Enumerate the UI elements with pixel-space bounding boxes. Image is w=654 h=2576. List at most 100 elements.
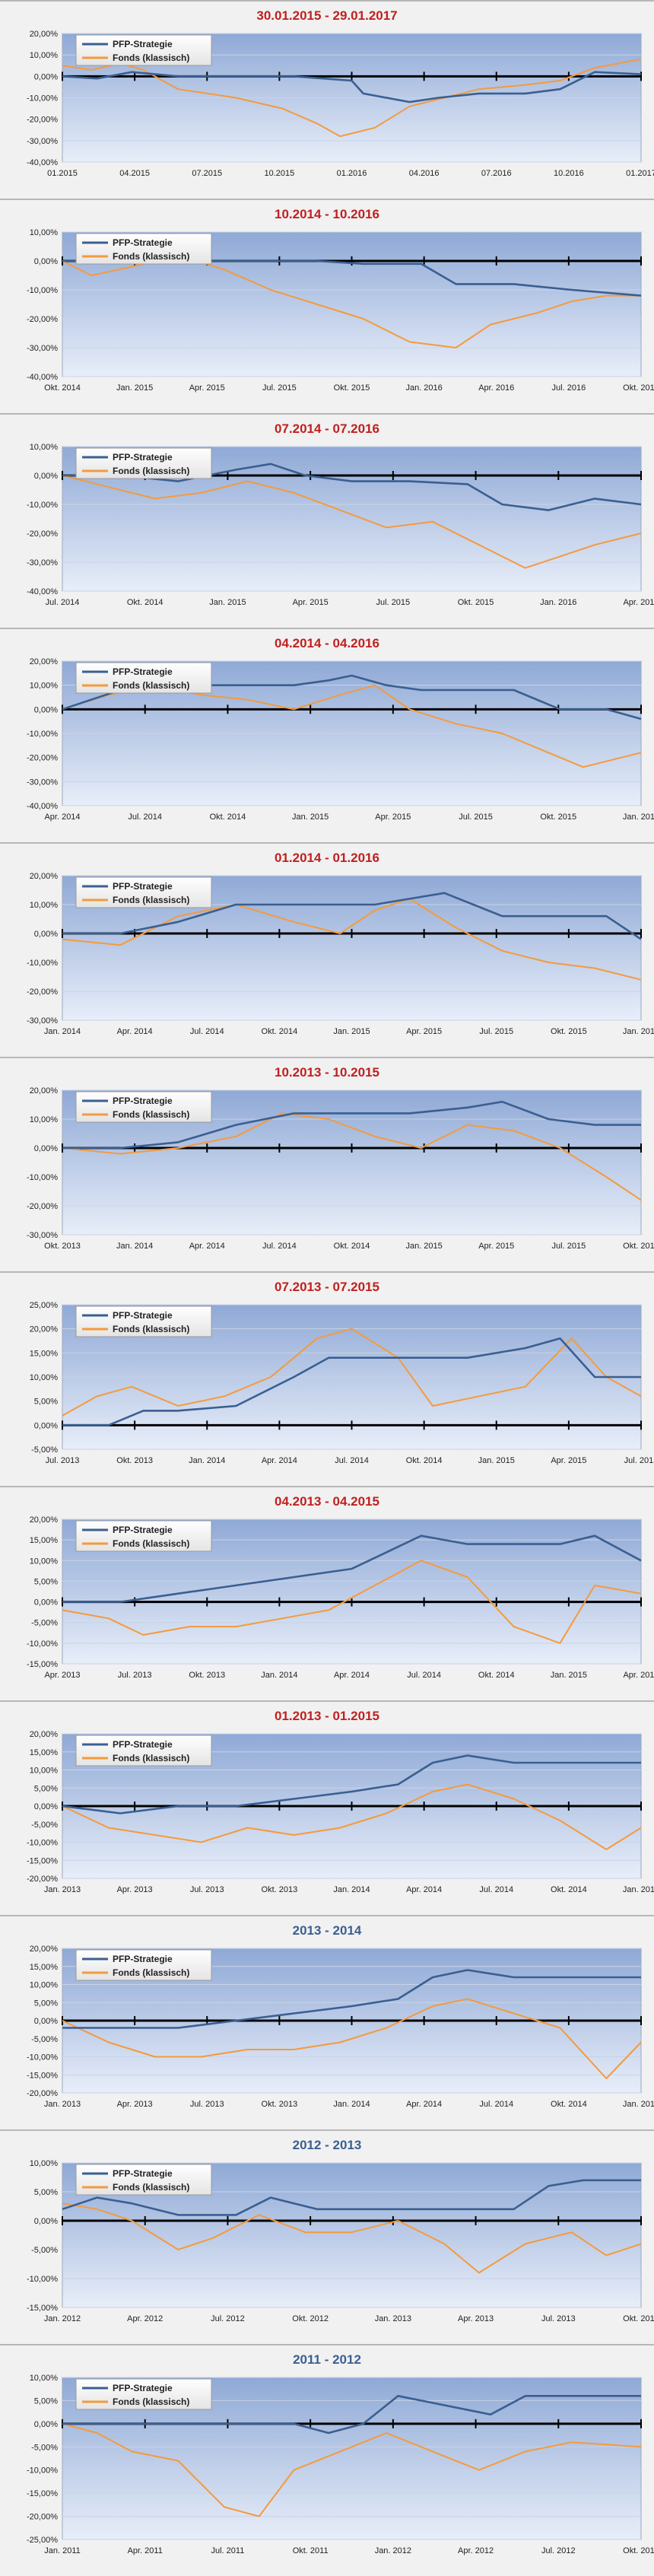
x-tick-label: Okt. 2014: [127, 598, 164, 607]
x-tick-label: 04.2016: [409, 169, 440, 178]
legend-label: PFP-Strategie: [113, 1096, 173, 1106]
x-tick-label: Jan. 2015: [623, 2100, 654, 2109]
y-tick-label: 15,00%: [30, 1963, 59, 1972]
x-tick-label: Jan. 2013: [375, 2314, 411, 2323]
x-tick-label: Apr. 2014: [44, 813, 80, 822]
y-tick-label: -10,00%: [27, 286, 58, 295]
y-tick-label: 10,00%: [30, 1981, 59, 1990]
series-line-fonds-klassisch: [62, 1783, 642, 1850]
legend-box: [75, 34, 212, 66]
legend-label: PFP-Strategie: [113, 39, 173, 49]
y-tick-label: -40,00%: [27, 587, 58, 596]
series-line-pfp-strategie: [62, 1337, 641, 1426]
x-tick-label: Okt. 2015: [551, 1027, 587, 1036]
y-tick-label: -20,00%: [27, 315, 58, 324]
x-tick-label: Okt. 2013: [44, 1242, 81, 1251]
x-tick-label: 04.2015: [119, 169, 150, 178]
y-tick-label: -40,00%: [27, 802, 58, 811]
series-line-pfp-strategie: [62, 71, 642, 103]
legend-box: [75, 447, 212, 479]
y-tick-label: 10,00%: [30, 1115, 59, 1124]
series-line-pfp-strategie: [62, 1100, 641, 1150]
chart-svg: 04.2013 - 04.2015 20,00% 15,00% 10,00% 5,00%…: [27, 1494, 654, 1680]
legend-label: Fonds (klassisch): [113, 680, 189, 691]
x-tick-label: Apr. 2013: [458, 2314, 494, 2323]
chart-title: 07.2014 - 07.2016: [275, 421, 379, 436]
y-tick-label: -20,00%: [27, 2089, 58, 2098]
x-tick-label: Okt. 2013: [262, 1885, 298, 1894]
x-tick-label: Jul. 2011: [211, 2546, 245, 2555]
x-tick-label: Apr. 2015: [375, 813, 411, 822]
x-tick-label: 07.2016: [481, 169, 512, 178]
y-tick-label: -30,00%: [27, 344, 58, 353]
legend-box: [75, 1091, 212, 1123]
y-tick-label: 15,00%: [30, 1748, 59, 1757]
chart-panel: 07.2014 - 07.2016 10,00% 0,00% -10,00% -20,0…: [0, 413, 654, 628]
legend-label: Fonds (klassisch): [113, 2396, 189, 2407]
chart-panel: 30.01.2015 - 29.01.2017 20,00% 10,00% 0,00%…: [0, 0, 654, 199]
legend-label: Fonds (klassisch): [113, 1967, 189, 1978]
x-tick-label: Jul. 2015: [262, 383, 297, 393]
chart-title: 04.2013 - 04.2015: [275, 1494, 379, 1509]
y-tick-label: 20,00%: [30, 1515, 59, 1525]
y-tick-label: 25,00%: [30, 1301, 59, 1310]
x-tick-label: Jan. 2014: [189, 1456, 225, 1465]
y-tick-label: -15,00%: [27, 2071, 58, 2080]
y-tick-label: -15,00%: [27, 1856, 58, 1865]
series-line-pfp-strategie: [62, 1754, 641, 1814]
x-tick-label: Apr. 2015: [623, 1671, 654, 1680]
chart-svg: 07.2014 - 07.2016 10,00% 0,00% -10,00% -20,0…: [27, 421, 654, 607]
x-tick-label: Apr. 2015: [478, 1242, 514, 1251]
y-tick-label: -20,00%: [27, 1202, 58, 1211]
chart-svg: 07.2013 - 07.2015 25,00% 20,00% 15,00% 10,00…: [30, 1280, 654, 1465]
x-tick-label: Okt. 2013: [189, 1671, 225, 1680]
x-tick-label: Apr. 2015: [293, 598, 329, 607]
y-tick-label: 0,00%: [34, 2017, 58, 2026]
y-tick-label: -20,00%: [27, 987, 58, 997]
y-tick-label: 0,00%: [34, 2217, 58, 2226]
x-tick-label: Jan. 2015: [623, 1885, 654, 1894]
chart-svg: 2013 - 2014 20,00% 15,00% 10,00% 5,00% 0,00% -…: [27, 1923, 654, 2109]
y-tick-label: -10,00%: [27, 2053, 58, 2062]
x-tick-label: Jan. 2013: [44, 1885, 81, 1894]
x-tick-label: Jul. 2015: [459, 813, 493, 822]
y-tick-label: -10,00%: [27, 1839, 58, 1848]
x-tick-label: Jul. 2015: [552, 1242, 586, 1251]
y-tick-label: -5,00%: [31, 2035, 58, 2044]
series-line-fonds-klassisch: [62, 2202, 642, 2274]
y-tick-label: -30,00%: [27, 778, 58, 787]
x-tick-label: Apr. 2015: [189, 383, 225, 393]
chart-title: 2013 - 2014: [293, 1923, 362, 1938]
series-line-pfp-strategie: [62, 1534, 642, 1603]
y-tick-label: -10,00%: [27, 501, 58, 510]
x-tick-label: Okt. 2015: [623, 1242, 654, 1251]
x-tick-label: Jan. 2015: [478, 1456, 515, 1465]
x-tick-label: Okt. 2014: [44, 383, 81, 393]
chart-title: 04.2014 - 04.2016: [275, 636, 379, 650]
x-tick-label: Okt. 2014: [551, 2100, 587, 2109]
chart-panel: 10.2013 - 10.2015 20,00% 10,00% 0,00% -10,00…: [0, 1057, 654, 1271]
chart-panel: 2012 - 2013 10,00% 5,00% 0,00% -5,00% -10,00%…: [0, 2129, 654, 2344]
y-tick-label: 0,00%: [34, 72, 58, 81]
y-tick-label: -20,00%: [27, 530, 58, 539]
y-tick-label: 0,00%: [34, 1144, 58, 1153]
y-tick-label: 20,00%: [30, 1325, 59, 1334]
legend-label: PFP-Strategie: [113, 881, 173, 892]
y-tick-label: -20,00%: [27, 116, 58, 125]
chart-panel: 2013 - 2014 20,00% 15,00% 10,00% 5,00% 0,00% -…: [0, 1915, 654, 2129]
x-tick-label: Apr. 2014: [334, 1671, 370, 1680]
x-tick-label: Apr. 2013: [117, 2100, 153, 2109]
y-tick-label: -20,00%: [27, 754, 58, 763]
chart-title: 30.01.2015 - 29.01.2017: [256, 8, 397, 23]
x-tick-label: Jan. 2014: [333, 2100, 370, 2109]
x-tick-label: Jul. 2014: [335, 1456, 369, 1465]
chart-panel: 01.2014 - 01.2016 20,00% 10,00% 0,00% -10,00…: [0, 842, 654, 1057]
legend-box: [75, 1305, 212, 1337]
y-tick-label: 10,00%: [30, 1557, 59, 1566]
x-tick-label: Okt. 2014: [210, 813, 246, 822]
chart-svg: 2011 - 2012 10,00% 5,00% 0,00% -5,00% -10,00%…: [27, 2352, 654, 2555]
series-line-pfp-strategie: [62, 892, 642, 940]
chart-panel: 10.2014 - 10.2016 10,00% 0,00% -10,00% -20,0…: [0, 199, 654, 413]
chart-panel: 01.2013 - 01.2015 20,00% 15,00% 10,00% 5,00%…: [0, 1700, 654, 1915]
